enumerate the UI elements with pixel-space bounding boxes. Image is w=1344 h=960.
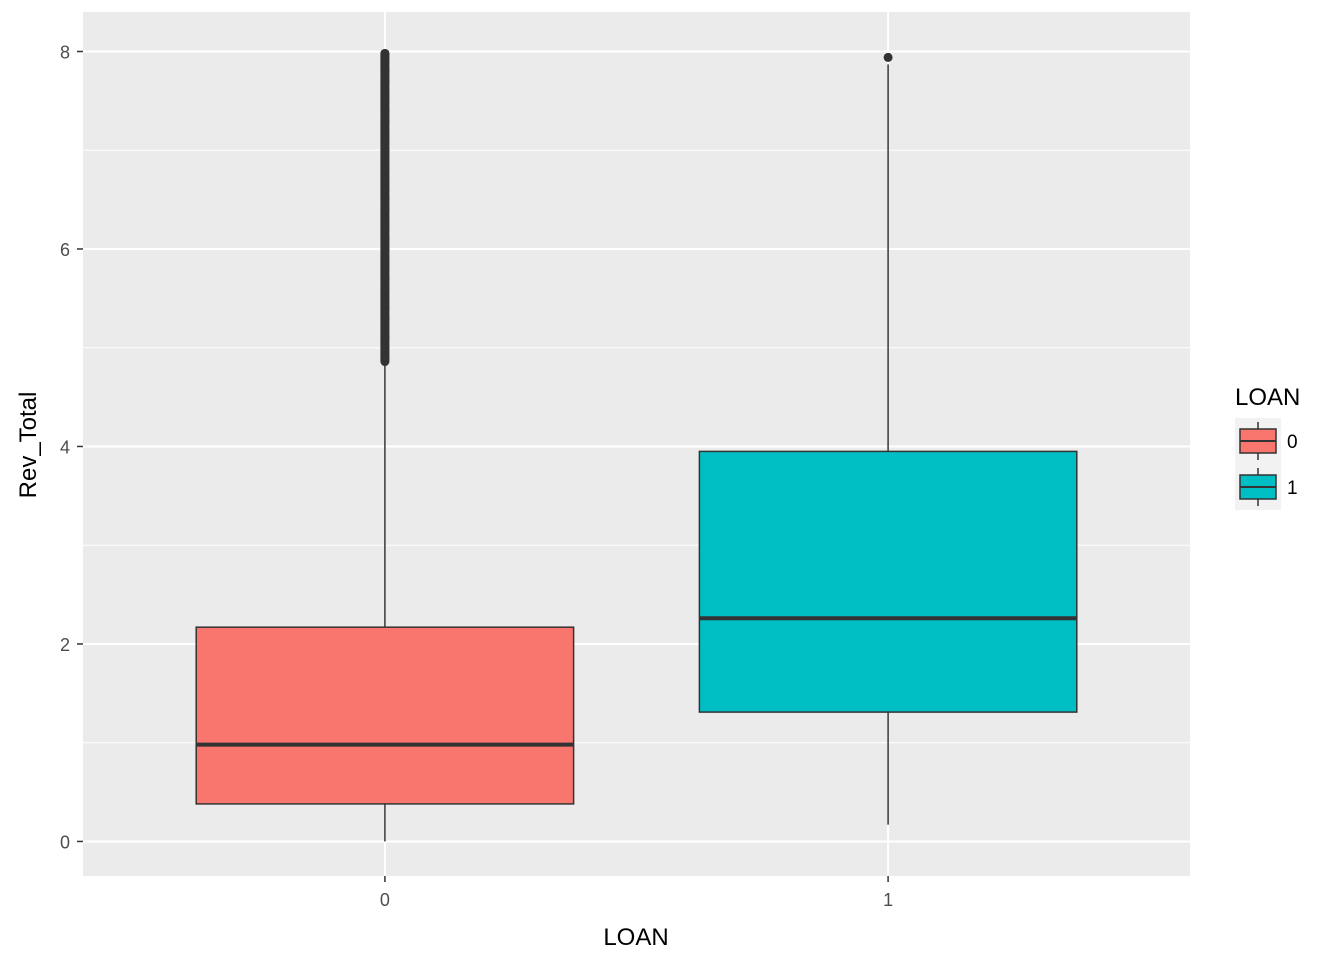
y-tick-label: 2 bbox=[60, 635, 70, 655]
outlier-point bbox=[380, 353, 390, 363]
y-tick-label: 0 bbox=[60, 832, 70, 852]
y-tick-label: 6 bbox=[60, 240, 70, 260]
box-0 bbox=[195, 48, 575, 842]
outlier-point bbox=[380, 234, 390, 244]
legend-key-0 bbox=[1235, 418, 1281, 464]
outlier-point bbox=[380, 264, 390, 274]
outlier-point bbox=[380, 106, 390, 116]
x-tick-label: 0 bbox=[380, 890, 390, 910]
x-tick-label: 1 bbox=[883, 890, 893, 910]
outlier-point bbox=[380, 283, 390, 293]
y-axis-title: Rev_Total bbox=[15, 392, 42, 499]
legend-title: LOAN bbox=[1235, 384, 1300, 411]
outlier-point bbox=[380, 125, 390, 135]
box-iqr bbox=[195, 626, 575, 805]
outlier-point bbox=[380, 76, 390, 86]
outlier-point bbox=[380, 214, 390, 224]
outlier-point bbox=[380, 175, 390, 185]
outlier-point bbox=[380, 96, 390, 106]
box-iqr bbox=[698, 450, 1078, 713]
outlier-point bbox=[883, 52, 893, 62]
outlier-point bbox=[380, 254, 390, 264]
outlier-point bbox=[380, 195, 390, 205]
outlier-point bbox=[380, 56, 390, 66]
outlier-point bbox=[380, 165, 390, 175]
box-layer bbox=[195, 48, 1078, 842]
outlier-point bbox=[380, 244, 390, 254]
y-tick-label: 8 bbox=[60, 42, 70, 62]
outlier-point bbox=[380, 303, 390, 313]
x-axis-title: LOAN bbox=[603, 924, 668, 951]
legend: LOAN 0 1 bbox=[1235, 384, 1300, 510]
outlier-point bbox=[380, 145, 390, 155]
legend-label: 1 bbox=[1287, 478, 1298, 499]
y-axis: 0 2 4 6 8 bbox=[60, 42, 83, 852]
outlier-point bbox=[380, 204, 390, 214]
outlier-point bbox=[380, 224, 390, 234]
outlier-point bbox=[380, 48, 390, 58]
outlier-point bbox=[380, 155, 390, 165]
outlier-point bbox=[380, 274, 390, 284]
outlier-point bbox=[380, 86, 390, 96]
outlier-point bbox=[380, 313, 390, 323]
outlier-point bbox=[380, 116, 390, 126]
outlier-point bbox=[380, 66, 390, 76]
outlier-point bbox=[380, 323, 390, 333]
outlier-point bbox=[380, 185, 390, 195]
outlier-point bbox=[380, 333, 390, 343]
box-1 bbox=[698, 52, 1078, 825]
y-tick-label: 4 bbox=[60, 437, 70, 457]
outlier-point bbox=[380, 135, 390, 145]
outlier-point bbox=[380, 343, 390, 353]
outlier-point bbox=[380, 293, 390, 303]
legend-label: 0 bbox=[1287, 432, 1298, 453]
legend-key-1 bbox=[1235, 464, 1281, 510]
